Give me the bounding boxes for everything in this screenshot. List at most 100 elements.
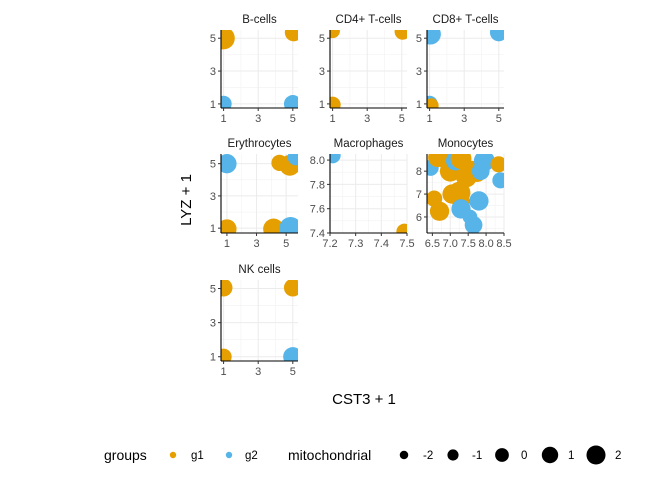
data-point-g2	[489, 30, 504, 42]
x-tick-label: 8.0	[478, 238, 493, 250]
legend-color-title: groups	[104, 447, 147, 463]
x-tick-label: 5	[496, 113, 502, 125]
x-tick-label: 5	[290, 366, 296, 378]
x-tick-label: 5	[283, 238, 289, 250]
data-point-g2	[279, 216, 298, 233]
data-point-g1	[284, 30, 298, 42]
x-tick-label: 6.5	[425, 238, 440, 250]
facet-title: CD4+ T-cells	[336, 14, 402, 26]
facet-monocytes: Monocytes 6.5 7.0 7.5 8.0 8.5 6 7 8	[416, 138, 512, 250]
panel-grid	[330, 30, 407, 108]
legend-label-g1: g1	[191, 450, 204, 462]
data-point-g2	[492, 172, 504, 189]
facet-title: NK cells	[238, 264, 280, 276]
y-tick-label: 8	[416, 166, 422, 178]
data-point-g1	[263, 218, 284, 233]
y-tick-label: 7.6	[310, 204, 325, 216]
x-tick-label: 5	[290, 113, 296, 125]
facet-cd8-t-cells: CD8+ T-cells 1 3 5 1 3 5	[416, 14, 504, 125]
y-tick-label: 1	[210, 99, 216, 111]
x-tick-label: 1	[221, 366, 227, 378]
facet-title: Macrophages	[334, 138, 404, 150]
data-point-g2	[469, 191, 489, 211]
facet-title: Monocytes	[438, 138, 494, 150]
facet-title: B-cells	[242, 14, 277, 26]
data-point-g2	[330, 154, 341, 164]
y-tick-label: 5	[210, 159, 216, 171]
legend-size-key	[541, 446, 559, 464]
legend-size-key	[399, 450, 409, 460]
data-points	[221, 30, 298, 108]
legend-size-label: 2	[615, 450, 621, 462]
panel-grid	[427, 30, 504, 108]
x-tick-label: 1	[224, 238, 230, 250]
y-tick-label: 8.0	[310, 155, 325, 167]
facet-b-cells: B-cells 1 3 5 1 3 5	[210, 14, 298, 125]
data-point-g2	[427, 30, 441, 45]
y-tick-label: 7	[416, 189, 422, 201]
data-points	[427, 30, 504, 108]
data-point-g1	[221, 30, 235, 50]
x-tick-label: 1	[427, 113, 433, 125]
facet-title: Erythrocytes	[228, 138, 292, 150]
panel-grid	[329, 154, 408, 234]
data-point-g2	[283, 95, 298, 108]
y-tick-label: 1	[319, 99, 325, 111]
x-tick-label: 7.5	[399, 238, 414, 250]
facet-macrophages: Macrophages 7.2 7.3 7.4 7.5 7.4 7.6 7.8 8.0	[310, 138, 415, 250]
data-points	[427, 154, 504, 233]
x-tick-label: 3	[255, 113, 261, 125]
legend-size-key	[586, 445, 606, 465]
x-tick-label: 3	[364, 113, 370, 125]
legend-size-label: -1	[472, 450, 482, 462]
y-tick-label: 3	[210, 191, 216, 203]
data-point-g1	[330, 96, 341, 108]
x-tick-label: 5	[399, 113, 405, 125]
data-points	[221, 280, 298, 361]
y-tick-label: 5	[416, 33, 422, 45]
x-tick-label: 3	[461, 113, 467, 125]
x-tick-label: 7.5	[461, 238, 476, 250]
data-point-g2	[221, 95, 232, 108]
data-point-g1	[221, 280, 233, 297]
data-point-g2	[287, 154, 298, 166]
legend-key-g1	[169, 451, 177, 459]
legend-size-title: mitochondrial	[288, 447, 371, 463]
facet-erythrocytes: Erythrocytes 1 3 5 1 3 5	[210, 138, 298, 250]
data-point-g1	[429, 201, 450, 221]
facet-cd4-t-cells: CD4+ T-cells 1 3 5 1 3 5	[319, 14, 407, 125]
x-tick-label: 1	[221, 113, 227, 125]
facet-title: CD8+ T-cells	[433, 14, 499, 26]
x-axis-title: CST3 + 1	[332, 391, 396, 408]
data-point-g2	[473, 154, 495, 172]
x-tick-label: 1	[330, 113, 336, 125]
x-tick-label: 7.3	[348, 238, 363, 250]
y-tick-label: 5	[210, 284, 216, 296]
y-tick-label: 7.8	[310, 179, 325, 191]
y-tick-label: 3	[416, 66, 422, 78]
legend-size-key	[495, 448, 509, 462]
y-tick-label: 1	[210, 223, 216, 235]
legend-key-g2	[225, 451, 233, 459]
x-tick-label: 3	[255, 366, 261, 378]
legend-size-label: 1	[568, 450, 574, 462]
data-point-g1	[330, 30, 340, 39]
y-axis-title: LYZ + 1	[178, 174, 195, 226]
x-tick-label: 7.2	[322, 238, 337, 250]
data-points	[221, 154, 298, 233]
data-point-g1	[394, 30, 407, 40]
data-point-g2	[221, 154, 237, 174]
y-tick-label: 1	[416, 99, 422, 111]
data-points	[330, 30, 407, 108]
data-point-g1	[283, 280, 298, 297]
y-tick-label: 7.4	[310, 228, 325, 240]
data-points	[330, 154, 407, 233]
data-point-g1	[396, 223, 407, 233]
legend-size-key	[447, 449, 459, 461]
y-tick-label: 5	[210, 33, 216, 45]
x-tick-label: 3	[253, 238, 259, 250]
data-point-g1	[221, 348, 232, 361]
